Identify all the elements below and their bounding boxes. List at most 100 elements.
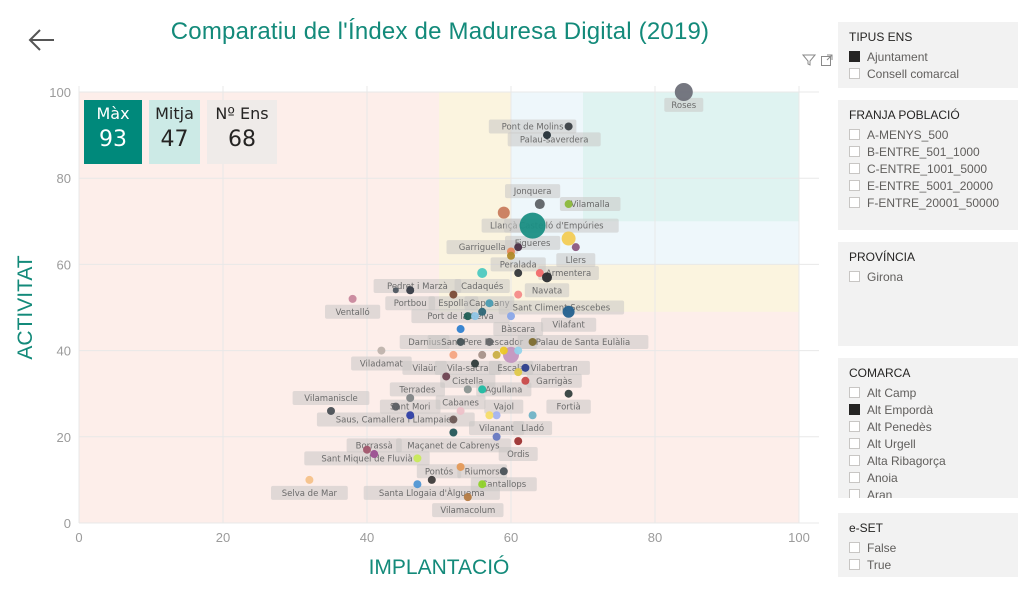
scatter-chart[interactable]: 0 20 40 60 80 100 0 20 40 60 80 100 IMPLANTACIÓ ACTIV… [0,0,840,595]
data-point[interactable]: Pontós [456,462,465,471]
data-point[interactable]: Llançà [497,206,510,219]
data-point[interactable]: Terrades [406,394,415,403]
data-point[interactable]: Cadaqués [477,268,488,279]
data-point[interactable]: Cistella [442,372,451,381]
checkbox[interactable] [849,404,860,415]
data-point[interactable]: Vilamalla [564,200,573,209]
checkbox[interactable] [849,197,860,208]
data-point[interactable]: Siurana [514,346,523,355]
slicer-item-f-entre-20001-50000[interactable]: F-ENTRE_20001_50000 [838,194,1018,211]
data-point[interactable]: Lladó [528,411,537,420]
slicer-item-e-entre-5001-20000[interactable]: E-ENTRE_5001_20000 [838,177,1018,194]
data-point[interactable]: Cabanes [463,385,472,394]
data-point[interactable]: Palau-saverdera [543,131,551,140]
data-point[interactable]: Saus, Camallera i Llampaies [406,411,415,420]
data-point[interactable]: Sant Pere Pescador [485,337,494,346]
checkbox[interactable] [849,472,860,483]
slicer-item-false[interactable]: False [838,539,1018,556]
data-point[interactable]: Roses [674,83,693,101]
slicer-item-alt-emporda[interactable]: Alt Empordà [838,401,1018,418]
data-point[interactable]: Vilafant [562,305,575,318]
data-point[interactable]: Maçanet de Cabrenys [492,432,501,441]
data-point[interactable]: Santa Llogaia d'Àlguema [427,475,436,484]
data-point[interactable]: Darnius [456,337,465,346]
data-point[interactable]: Armentera [535,269,544,278]
checkbox[interactable] [849,68,860,79]
data-point[interactable]: Viladamat [377,346,386,355]
data-point[interactable]: Vilamacolum [463,493,472,502]
data-point[interactable]: Riumors [499,467,508,476]
data-point[interactable]: Sant Llorenç [514,269,523,278]
focus-mode-icon[interactable] [820,52,834,66]
data-point[interactable]: Selva de Mar 2 [305,475,314,484]
data-point[interactable]: Pont de Molins 2 [449,415,458,424]
data-point[interactable]: Boadella [449,428,458,437]
data-point[interactable]: Sant Miquel de Fluvià [370,450,379,459]
data-point[interactable]: Colera [478,307,487,316]
data-point[interactable]: Mollet de Peralada [514,368,523,377]
data-point[interactable]: Pont de Molins [564,122,573,131]
checkbox[interactable] [849,271,860,282]
data-point[interactable]: Cantallops [478,480,487,489]
checkbox[interactable] [849,387,860,398]
data-point[interactable]: Torroella de Fluvià [492,350,501,359]
checkbox[interactable] [849,180,860,191]
slicer-item-true[interactable]: True [838,556,1018,573]
data-point[interactable]: Pau [413,454,422,463]
data-point[interactable]: Vilaür [499,346,508,355]
data-point[interactable]: Capmany [485,299,494,308]
data-point[interactable]: Espolla [449,290,458,299]
slicer-item-girona[interactable]: Girona [838,268,1018,285]
data-point[interactable]: Palau de Santa Eulàlia [528,337,537,346]
checkbox[interactable] [849,438,860,449]
slicer-item-consell-comarcal[interactable]: Consell comarcal [838,65,1018,82]
slicer-item-anoia[interactable]: Anoia [838,469,1018,486]
data-point[interactable]: Sant Climent Sescebes [514,290,523,299]
data-point[interactable]: Vilajuïga [456,325,465,334]
data-point[interactable]: Ordis [514,437,523,446]
data-point[interactable]: Port de la Selva [463,312,472,321]
data-point[interactable]: Castelló d'Empúries [519,212,546,239]
data-point[interactable]: Borrassà [363,445,371,454]
slicer-item-alt-camp[interactable]: Alt Camp [838,384,1018,401]
data-point[interactable]: Garrigàs [521,376,530,385]
slicer-item-alt-urgell[interactable]: Alt Urgell [838,435,1018,452]
checkbox[interactable] [849,421,860,432]
checkbox[interactable] [849,489,860,498]
data-point[interactable]: Llers [571,243,580,252]
data-point[interactable]: Agullana [478,385,487,394]
data-point[interactable]: Jonquera [534,199,545,210]
slicer-item-ajuntament[interactable]: Ajuntament [838,48,1018,65]
data-point[interactable]: Figueres [514,243,523,252]
slicer-item-c-entre-1001-5000[interactable]: C-ENTRE_1001_5000 [838,160,1018,177]
data-point[interactable]: Pedret i Marzà [406,286,415,295]
slicer-item-alta-ribagorca[interactable]: Alta Ribagorça [838,452,1018,469]
data-point[interactable]: Navata [542,272,552,283]
data-point[interactable]: Vila-sacra [449,350,458,359]
filter-icon[interactable] [801,52,817,66]
data-point[interactable]: Vilabertran [521,363,530,372]
data-point[interactable]: Avinyonet de Puigventós [471,359,479,368]
checkbox[interactable] [849,455,860,466]
data-point[interactable]: Ventalló [348,294,357,303]
slicer-item-a-menys-500[interactable]: A-MENYS_500 [838,126,1018,143]
data-point[interactable]: Bàscara [507,312,515,321]
checkbox[interactable] [849,559,860,570]
checkbox[interactable] [849,163,860,174]
checkbox[interactable] [849,542,860,553]
slicer-item-alt-penedes[interactable]: Alt Penedès [838,418,1018,435]
slicer-item-aran[interactable]: Aran [838,486,1018,498]
data-point[interactable]: Biure [456,406,465,415]
data-point[interactable]: Cabanelles [413,480,422,489]
checkbox[interactable] [849,129,860,140]
checkbox[interactable] [849,51,860,62]
data-point[interactable]: Portbou [392,287,399,294]
data-point[interactable]: Peralada [507,251,515,260]
data-point[interactable]: Sant Mori [391,402,400,411]
back-button[interactable] [26,24,58,56]
checkbox[interactable] [849,146,860,157]
data-point[interactable]: Ventalló 2 [478,350,487,359]
data-point[interactable]: Vilanant [485,411,494,420]
data-point[interactable]: Vilamaniscle [327,406,335,415]
data-point[interactable]: Vajol [492,411,501,420]
